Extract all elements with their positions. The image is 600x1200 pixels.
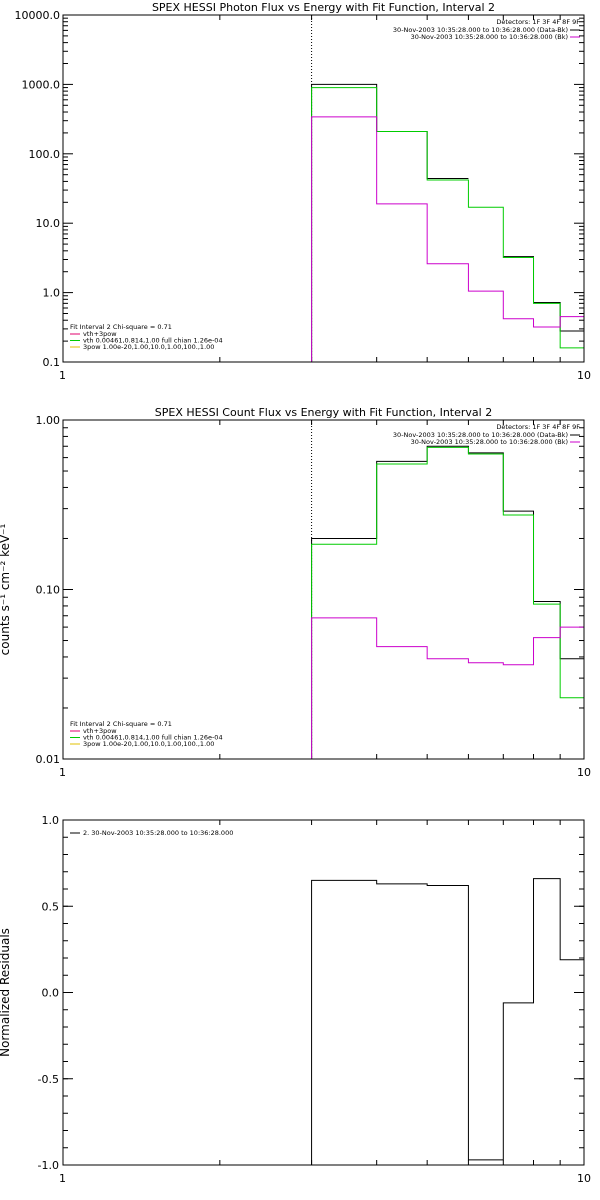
legend-entry-label: 30-Nov-2003 10:35:28.000 to 10:36:28.000… bbox=[393, 431, 568, 439]
plot-frame bbox=[62, 14, 585, 363]
y-tick-label: 0.10 bbox=[36, 584, 61, 597]
legend-fit-header: Fit Interval 2 Chi-square = 0.71 bbox=[70, 323, 172, 331]
legend-fit-entry: 3pow 1.00e-20,1.00,10.0,1.00,100.,1.00 bbox=[83, 343, 214, 351]
chart-panel-2: SPEX HESSI Count Flux vs Energy with Fit… bbox=[0, 406, 591, 779]
y-tick-label: 0.0 bbox=[42, 987, 60, 1000]
legend-detectors: Detectors: 1F 3F 4F 8F 9F bbox=[496, 18, 580, 26]
y-tick-label: 0.1 bbox=[43, 356, 61, 369]
legend-fit-entry: vth+3pow bbox=[83, 330, 117, 338]
x-tick-label: 10 bbox=[577, 369, 591, 382]
series-line-2 bbox=[311, 87, 584, 362]
legend-fit-entry: vth+3pow bbox=[83, 727, 117, 735]
chart-panel-3: Normalized Residuals 1.0 0.5 0.0 -0.5 -1.01 10… bbox=[0, 814, 591, 1185]
legend-entry-label: 30-Nov-2003 10:35:28.000 to 10:36:28.000… bbox=[393, 26, 568, 34]
legend-detectors: Detectors: 1F 3F 4F 8F 9F bbox=[496, 423, 580, 431]
plot-frame bbox=[62, 819, 585, 1166]
legend-fit-entry: vth 0.00461,0.814,1.00 full chian 1.26e-… bbox=[83, 734, 223, 742]
legend-fit-entry: vth 0.00461,0.814,1.00 full chian 1.26e-… bbox=[83, 337, 223, 345]
y-tick-label: 1000.0 bbox=[22, 78, 61, 91]
y-axis-label: counts s⁻¹ cm⁻² keV⁻¹ bbox=[0, 523, 12, 655]
y-tick-label: 1.00 bbox=[36, 414, 61, 427]
x-tick-label: 10 bbox=[577, 766, 591, 779]
y-tick-label: 0.01 bbox=[36, 753, 61, 766]
x-tick-label: 1 bbox=[59, 1172, 66, 1185]
y-tick-label: 10.0 bbox=[36, 217, 61, 230]
plot-frame bbox=[62, 419, 585, 760]
legend-entry-label: 30-Nov-2003 10:35:28.000 to 10:36:28.000… bbox=[411, 33, 568, 41]
y-tick-label: -0.5 bbox=[38, 1073, 59, 1086]
x-tick-label: 1 bbox=[59, 369, 66, 382]
y-tick-label: -1.0 bbox=[38, 1159, 59, 1172]
y-tick-label: 0.5 bbox=[42, 900, 60, 913]
legend-fit-entry: 3pow 1.00e-20,1.00,10.0,1.00,100.,1.00 bbox=[83, 740, 214, 748]
series-line-1 bbox=[311, 445, 584, 759]
chart-panel-1: SPEX HESSI Photon Flux vs Energy with Fi… bbox=[15, 1, 592, 382]
series-line-1 bbox=[311, 852, 584, 1165]
legend-entry-label: 30-Nov-2003 10:35:28.000 to 10:36:28.000… bbox=[411, 438, 568, 446]
series-line-3 bbox=[311, 617, 584, 759]
chart-title: SPEX HESSI Count Flux vs Energy with Fit… bbox=[155, 406, 492, 419]
x-tick-label: 1 bbox=[59, 766, 66, 779]
y-tick-label: 100.0 bbox=[29, 148, 61, 161]
series-line-1 bbox=[311, 83, 584, 362]
y-tick-label: 10000.0 bbox=[15, 9, 61, 22]
series-line-2 bbox=[311, 446, 584, 759]
chart-title: SPEX HESSI Photon Flux vs Energy with Fi… bbox=[152, 1, 495, 14]
legend-fit-header: Fit Interval 2 Chi-square = 0.71 bbox=[70, 720, 172, 728]
y-axis-label: Normalized Residuals bbox=[0, 928, 12, 1057]
y-tick-label: 1.0 bbox=[42, 814, 60, 827]
series-line-3 bbox=[311, 116, 584, 362]
legend-entry-label: 2. 30-Nov-2003 10:35:28.000 to 10:36:28.… bbox=[83, 829, 233, 837]
y-tick-label: 1.0 bbox=[43, 287, 61, 300]
x-tick-label: 10 bbox=[577, 1172, 591, 1185]
